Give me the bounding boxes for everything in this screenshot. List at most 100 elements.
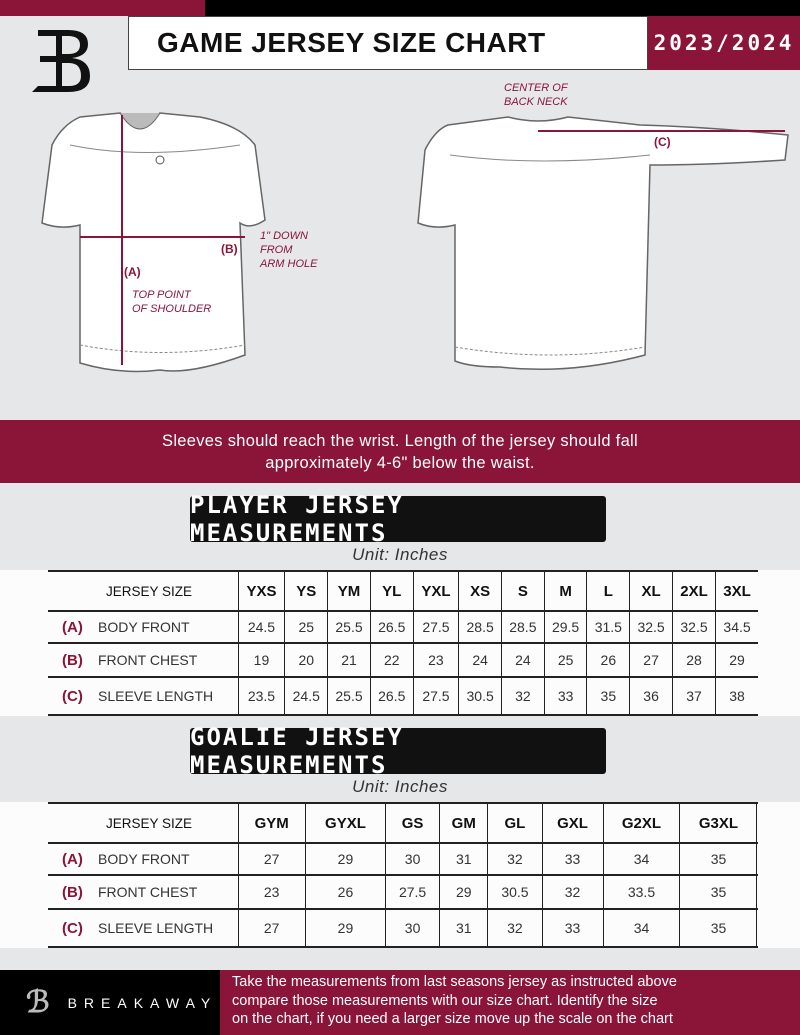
row-name: BODY FRONT [98, 850, 190, 867]
size-header-cell: XS [458, 571, 502, 611]
value-cell: 33.5 [602, 875, 680, 909]
value-cell: 33 [543, 677, 587, 715]
size-header-cell: G2XL [602, 803, 680, 843]
row-name: BODY FRONT [98, 618, 190, 635]
front-jersey-diagram [41, 112, 266, 373]
value-cell: 24.5 [284, 677, 328, 715]
size-header-cell: L [586, 571, 630, 611]
size-header-cell: GXL [541, 803, 603, 843]
size-header-cell: XL [629, 571, 673, 611]
top-black-bar [205, 0, 800, 16]
size-label-cell: JERSEY SIZE [106, 583, 193, 599]
value-cell: 35 [679, 909, 757, 947]
size-header-cell: GS [385, 803, 440, 843]
player-unit: Unit: Inches [352, 545, 448, 564]
back-jersey-diagram [417, 116, 789, 371]
goalie-size-table: JERSEY SIZE GYM GYXL GS GM GL GXL G2XL G3XL (A) BO… [48, 802, 758, 948]
value-cell: 23.5 [237, 677, 285, 715]
value-cell [756, 875, 758, 909]
label-b: (B) [221, 242, 238, 256]
value-cell: 26 [586, 643, 630, 677]
value-cell: 30.5 [458, 677, 502, 715]
value-cell: 27 [629, 643, 673, 677]
row-letter: (A) [62, 850, 83, 868]
value-cell: 32.5 [629, 611, 673, 643]
size-header-cell: G3XL [679, 803, 757, 843]
row-letter: (C) [62, 687, 83, 705]
value-cell: 34 [602, 909, 680, 947]
row-label: (B) FRONT CHEST [48, 643, 238, 677]
size-header-cell: M [543, 571, 587, 611]
value-cell: 35 [586, 677, 630, 715]
value-cell: 32 [487, 909, 542, 947]
value-cell: 28 [671, 643, 716, 677]
value-cell: 28.5 [501, 611, 545, 643]
value-cell: 38 [715, 677, 758, 715]
value-cell: 29.5 [543, 611, 587, 643]
value-cell: 30.5 [487, 875, 542, 909]
size-header-cell: GL [487, 803, 542, 843]
value-cell: 23 [237, 875, 306, 909]
value-cell: 27 [237, 909, 306, 947]
row-label: (C) SLEEVE LENGTH [48, 677, 238, 715]
value-cell [756, 843, 758, 875]
player-size-table: JERSEY SIZE YXS YS YM YL YXL XS S M L XL 2XL 3XL (A) B… [48, 570, 758, 716]
row-label: (B) FRONT CHEST [48, 875, 238, 909]
value-cell: 37 [671, 677, 716, 715]
size-header-cell: YXS [237, 571, 285, 611]
value-cell: 29 [439, 875, 488, 909]
value-cell: 20 [284, 643, 328, 677]
value-cell: 36 [629, 677, 673, 715]
value-cell: 32.5 [671, 611, 716, 643]
breakaway-logo [32, 30, 90, 92]
table-row: (B) FRONT CHEST 23 26 27.5 29 30.5 32 33.5 35 [48, 875, 758, 909]
value-cell: 35 [679, 875, 757, 909]
row-label: (A) BODY FRONT [48, 843, 238, 875]
value-cell: 32 [541, 875, 603, 909]
fit-instructions: Sleeves should reach the wrist. Length o… [0, 420, 800, 483]
value-cell: 28.5 [458, 611, 502, 643]
season-badge: 2023/2024 [648, 16, 800, 70]
value-cell: 19 [237, 643, 285, 677]
row-name: FRONT CHEST [98, 651, 198, 668]
value-cell: 24 [501, 643, 545, 677]
value-cell: 23 [412, 643, 459, 677]
value-cell: 33 [541, 909, 603, 947]
header-row: JERSEY SIZE YXS YS YM YL YXL XS S M L XL 2XL 3XL [48, 571, 758, 611]
label-a: (A) [124, 265, 141, 279]
row-name: SLEEVE LENGTH [98, 687, 214, 704]
value-cell: 27.5 [412, 611, 459, 643]
value-cell: 34.5 [715, 611, 758, 643]
page-title: GAME JERSEY SIZE CHART [128, 16, 648, 70]
table-row: (C) SLEEVE LENGTH 27 29 30 31 32 33 34 35 [48, 909, 758, 947]
value-cell: 27 [237, 843, 306, 875]
value-cell: 26.5 [369, 677, 414, 715]
value-cell: 32 [487, 843, 542, 875]
value-cell: 29 [304, 843, 386, 875]
size-header-cell: GM [439, 803, 488, 843]
value-cell: 35 [679, 843, 757, 875]
goalie-heading: GOALIE JERSEY MEASUREMENTS [190, 723, 606, 779]
value-cell: 31 [439, 909, 488, 947]
value-cell: 21 [327, 643, 371, 677]
size-header-cell: S [501, 571, 545, 611]
table-row: (B) FRONT CHEST 19 20 21 22 23 24 24 25 26 27 28 29 [48, 643, 758, 677]
player-heading: PLAYER JERSEY MEASUREMENTS [190, 491, 606, 547]
value-cell: 24.5 [237, 611, 285, 643]
value-cell: 25 [284, 611, 328, 643]
size-header-cell: GYM [237, 803, 306, 843]
arm-hole-note: 1" DOWN FROM ARM HOLE [260, 230, 318, 270]
value-cell: 24 [458, 643, 502, 677]
value-cell: 30 [385, 909, 440, 947]
footer-brand-name: BREAKAWAY [67, 994, 218, 1011]
center-back-neck-note: CENTER OF BACK NECK [504, 82, 568, 108]
size-header-cell: YM [327, 571, 371, 611]
size-header-cell: YS [284, 571, 328, 611]
row-name: SLEEVE LENGTH [98, 919, 214, 936]
row-name: FRONT CHEST [98, 883, 198, 900]
table-row: (A) BODY FRONT 27 29 30 31 32 33 34 35 [48, 843, 758, 875]
value-cell: 26 [304, 875, 386, 909]
header-row: JERSEY SIZE GYM GYXL GS GM GL GXL G2XL G3XL [48, 803, 758, 843]
size-header-cell: YXL [412, 571, 459, 611]
size-header-cell [756, 803, 758, 843]
